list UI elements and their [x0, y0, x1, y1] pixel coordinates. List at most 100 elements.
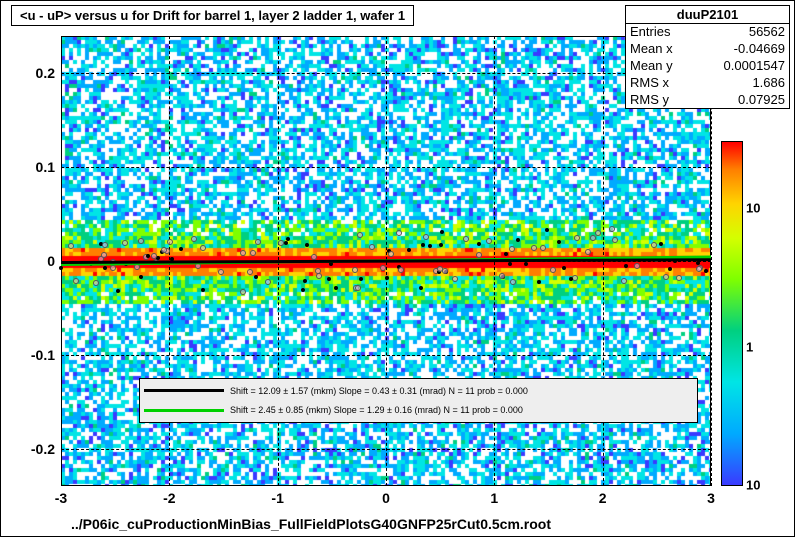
profile-marker: [612, 237, 618, 243]
profile-marker: [504, 252, 508, 256]
profile-marker: [278, 240, 284, 246]
profile-marker: [122, 240, 128, 246]
profile-marker: [419, 286, 423, 290]
profile-marker: [255, 239, 261, 245]
profile-marker: [463, 236, 469, 242]
profile-marker: [357, 232, 363, 238]
profile-marker: [508, 262, 512, 266]
ytick-label: -0.1: [31, 347, 61, 363]
legend-row: Shift = 12.09 ± 1.57 (mkm) Slope = 0.43 …: [144, 386, 693, 396]
profile-marker: [139, 275, 143, 279]
colorbar-tick: 10: [742, 201, 760, 216]
profile-marker: [440, 230, 444, 234]
xtick-label: 0: [382, 486, 390, 506]
profile-marker: [609, 226, 615, 232]
grid-h: [61, 449, 711, 450]
profile-marker: [380, 265, 386, 271]
stats-meany: Mean y 0.0001547: [626, 58, 789, 75]
stats-value: -0.04669: [734, 41, 785, 58]
profile-marker: [191, 236, 197, 242]
legend-row: Shift = 2.45 ± 0.85 (mkm) Slope = 1.29 ±…: [144, 405, 693, 415]
colorbar: 11010: [721, 141, 743, 486]
stats-value: 1.686: [752, 75, 785, 92]
profile-marker: [110, 265, 116, 271]
profile-marker: [134, 264, 140, 270]
profile-marker: [676, 275, 682, 281]
xtick-label: 2: [599, 486, 607, 506]
profile-marker: [423, 234, 429, 240]
profile-marker: [240, 289, 246, 295]
profile-marker: [590, 235, 596, 241]
legend-swatch: [144, 409, 224, 412]
profile-marker: [663, 274, 669, 280]
profile-marker: [550, 267, 556, 273]
profile-marker: [254, 275, 258, 279]
profile-marker: [439, 243, 443, 247]
colorbar-tick: 1: [742, 339, 753, 354]
xtick-label: -3: [55, 486, 67, 506]
profile-marker: [218, 269, 224, 275]
profile-marker: [574, 235, 580, 241]
xtick-label: -2: [163, 486, 175, 506]
profile-marker: [516, 238, 520, 242]
plot-title: <u - uP> versus u for Drift for barrel 1…: [11, 5, 414, 26]
profile-marker: [442, 268, 448, 274]
profile-marker: [167, 239, 173, 245]
profile-marker: [524, 262, 528, 266]
profile-marker: [537, 280, 541, 284]
stats-label: RMS x: [630, 75, 669, 92]
stats-meanx: Mean x -0.04669: [626, 41, 789, 58]
profile-marker: [93, 280, 99, 286]
profile-marker: [509, 246, 515, 252]
profile-marker: [146, 254, 150, 258]
profile-marker: [103, 266, 107, 270]
profile-marker: [305, 243, 309, 247]
legend-swatch: [144, 389, 224, 392]
profile-marker: [247, 269, 253, 275]
profile-marker: [102, 242, 108, 248]
ytick-label: 0.1: [36, 159, 61, 175]
profile-marker: [200, 245, 206, 251]
profile-marker: [334, 286, 338, 290]
profile-marker: [396, 230, 402, 236]
colorbar-tick-bottom: 10: [742, 478, 760, 493]
profile-marker: [250, 250, 256, 256]
stats-label: Mean y: [630, 58, 673, 75]
plot-area: -3-2-10123-0.2-0.100.10.2Shift = 12.09 ±…: [61, 36, 711, 486]
profile-marker: [369, 244, 375, 250]
profile-marker: [540, 245, 546, 251]
profile-marker: [545, 228, 549, 232]
stats-rmsy: RMS y 0.07925: [626, 92, 789, 109]
profile-marker: [562, 266, 566, 270]
profile-marker: [452, 276, 458, 282]
profile-marker: [531, 245, 537, 251]
profile-marker: [201, 288, 205, 292]
grid-h: [61, 73, 711, 74]
profile-marker: [138, 238, 144, 244]
profile-marker: [595, 230, 601, 236]
profile-marker: [116, 289, 120, 293]
ytick-label: 0.2: [36, 65, 61, 81]
stats-value: 0.0001547: [724, 58, 785, 75]
profile-marker: [499, 273, 505, 279]
root-container: <u - uP> versus u for Drift for barrel 1…: [0, 0, 795, 537]
footer-path: ../P06ic_cuProductionMinBias_FullFieldPl…: [71, 516, 551, 532]
profile-marker: [476, 252, 482, 258]
profile-marker: [659, 242, 663, 246]
profile-marker: [428, 244, 432, 248]
profile-marker: [284, 241, 288, 245]
profile-marker: [68, 243, 74, 249]
profile-marker: [286, 237, 290, 241]
grid-h: [61, 167, 711, 168]
profile-marker: [388, 251, 394, 257]
profile-marker: [585, 249, 591, 255]
profile-marker: [696, 261, 700, 265]
xtick-label: -1: [271, 486, 283, 506]
profile-marker: [316, 273, 322, 279]
profile-marker: [352, 267, 358, 273]
profile-marker: [634, 263, 640, 269]
profile-marker: [315, 268, 321, 274]
ytick-label: -0.2: [31, 441, 61, 457]
profile-marker: [161, 247, 167, 253]
profile-marker: [421, 243, 425, 247]
